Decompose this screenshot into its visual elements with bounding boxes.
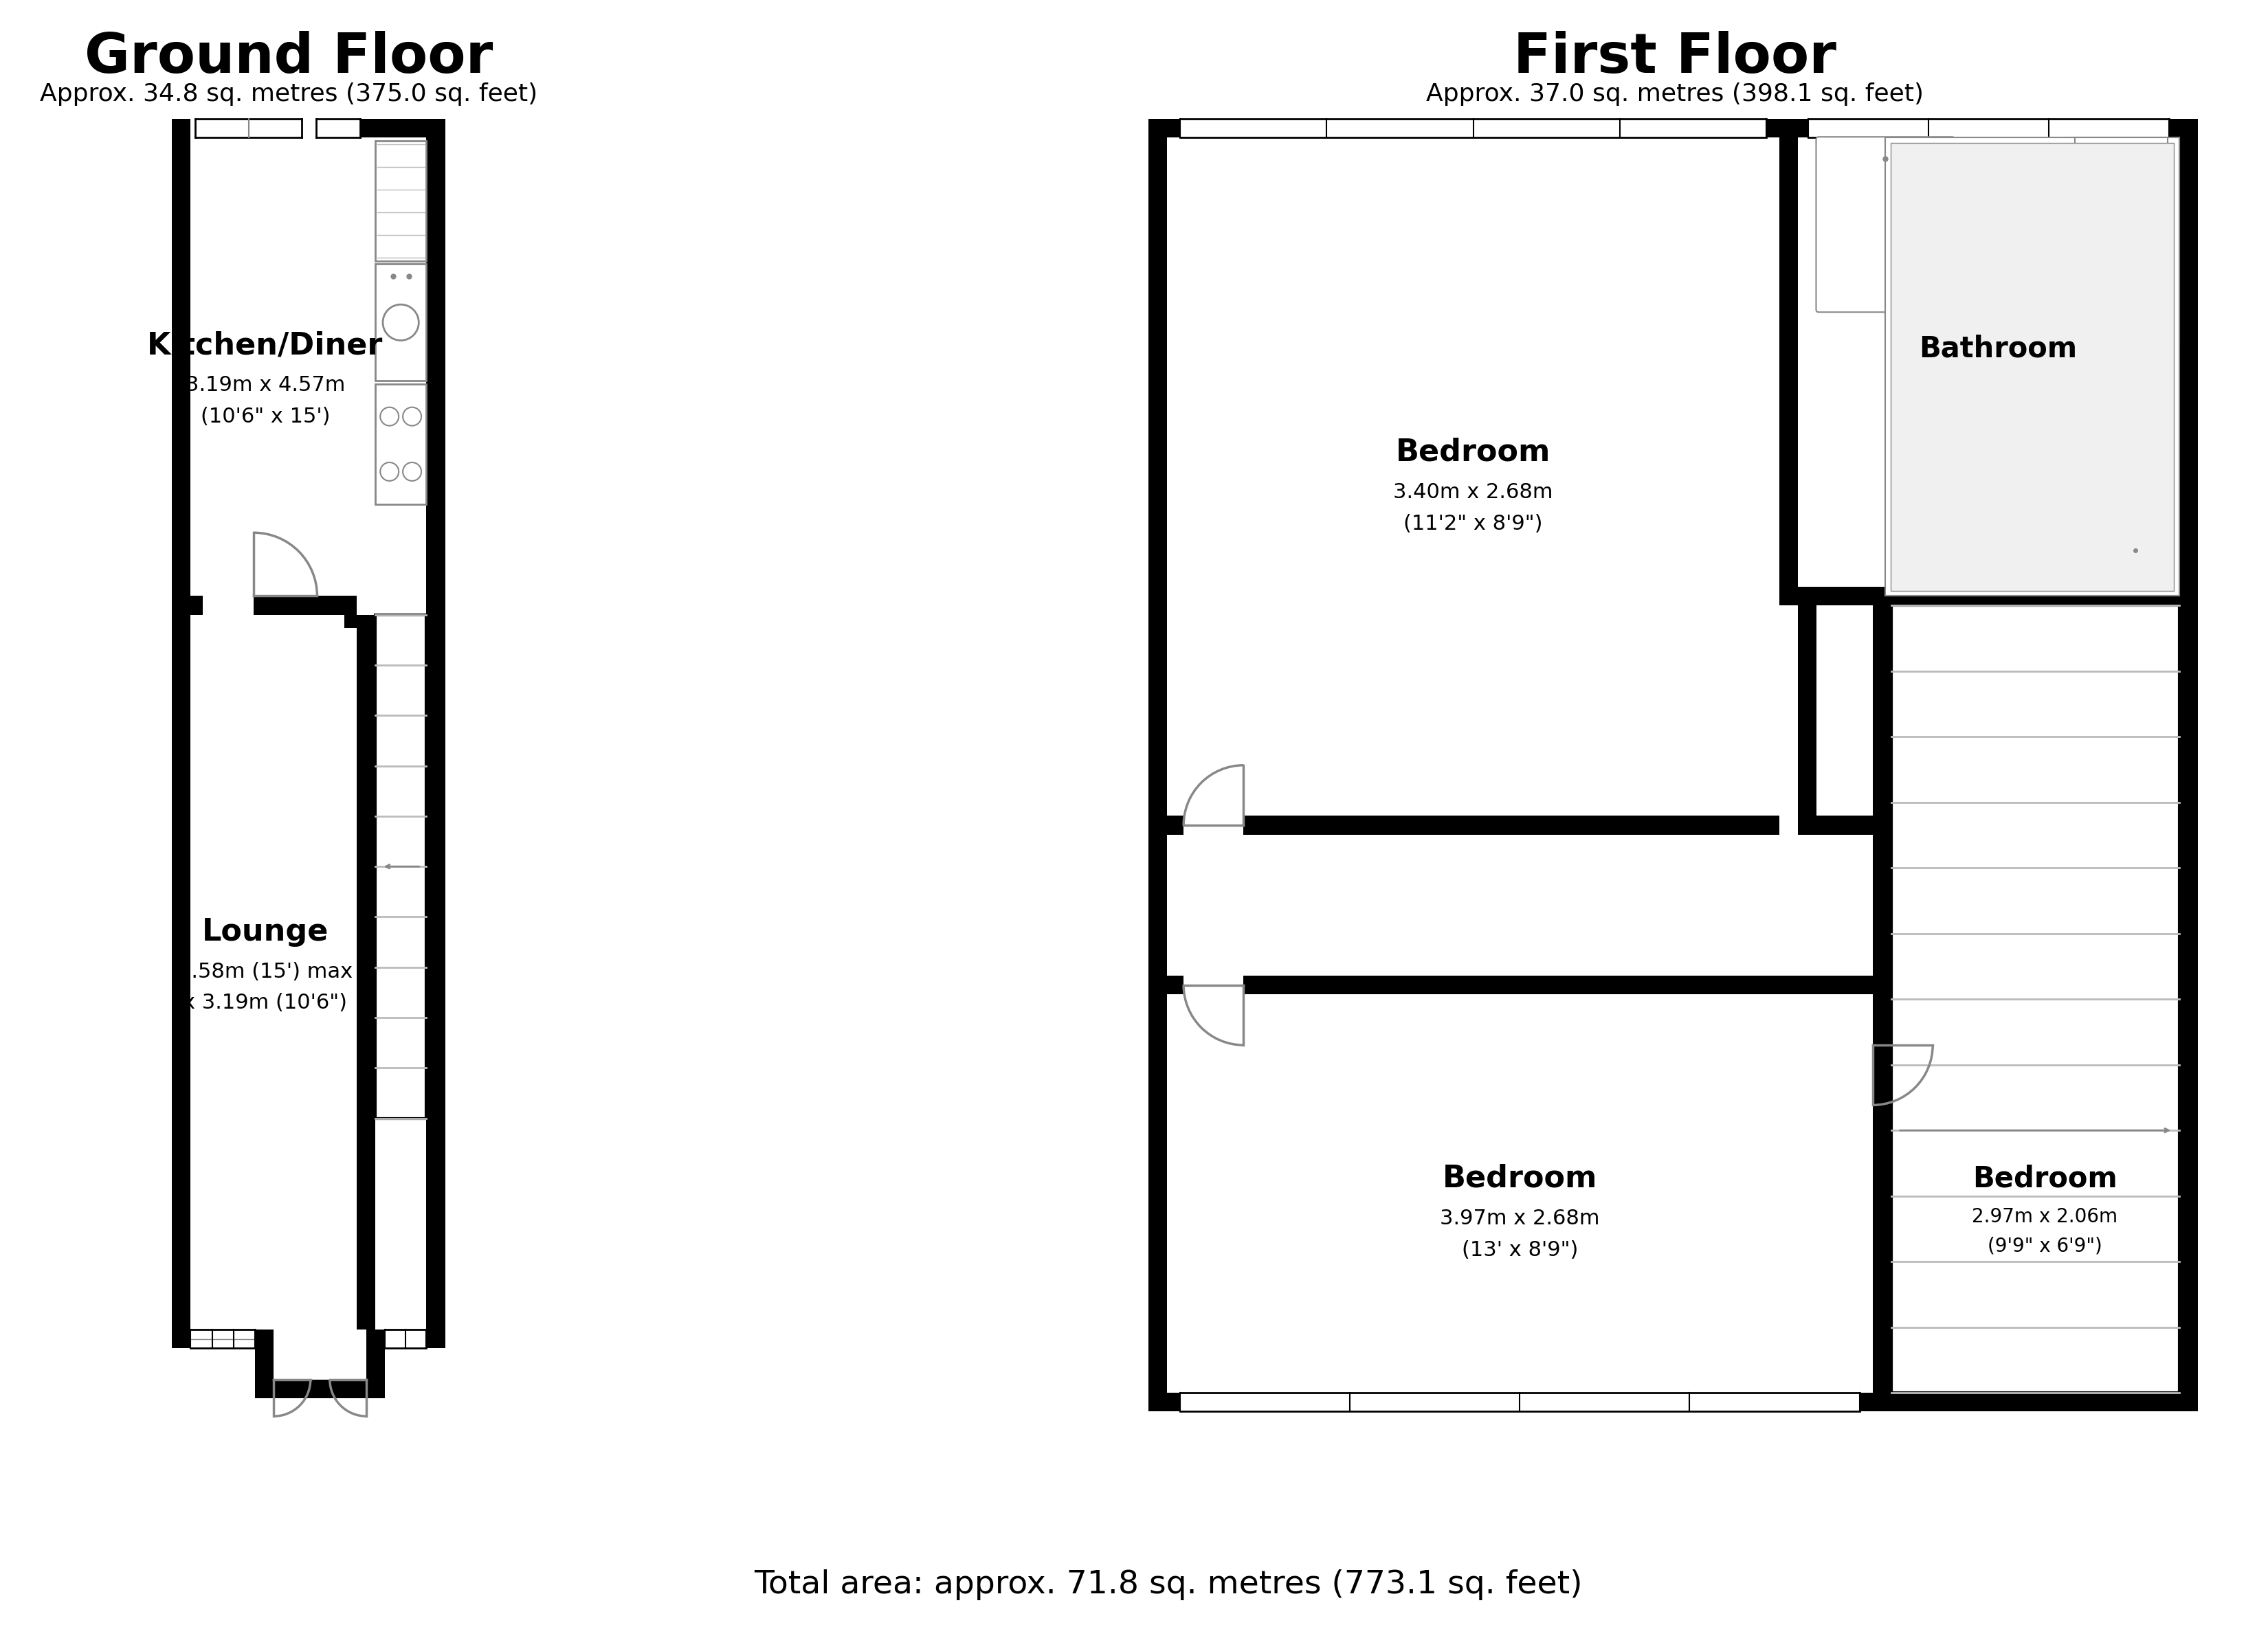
Bar <box>191 119 356 137</box>
Text: 4.58m (15') max: 4.58m (15') max <box>177 961 352 981</box>
Bar <box>1873 605 1892 1393</box>
Text: Approx. 37.0 sq. metres (398.1 sq. feet): Approx. 37.0 sq. metres (398.1 sq. feet) <box>1427 82 1923 106</box>
Bar <box>256 1329 274 1398</box>
Bar <box>1892 605 2180 1393</box>
Bar <box>195 119 302 137</box>
Text: Bedroom: Bedroom <box>1973 1164 2116 1192</box>
Bar <box>1179 119 1767 137</box>
Bar <box>345 595 356 628</box>
Bar <box>1892 605 2180 1393</box>
Text: Kitchen/Diner: Kitchen/Diner <box>147 331 383 359</box>
Text: (10'6" x 15'): (10'6" x 15') <box>200 407 329 427</box>
Bar <box>172 1329 445 1349</box>
Bar <box>256 1380 386 1398</box>
Text: Bedroom: Bedroom <box>1395 437 1551 467</box>
Text: 3.19m x 4.57m: 3.19m x 4.57m <box>186 376 345 396</box>
Bar <box>1873 1045 1892 1393</box>
Bar <box>318 119 361 137</box>
Bar <box>374 140 426 261</box>
Bar <box>191 1329 256 1349</box>
Bar <box>374 615 426 1118</box>
Ellipse shape <box>2080 204 2161 318</box>
Bar <box>374 384 426 505</box>
Text: Bathroom: Bathroom <box>1919 335 2077 363</box>
Bar <box>1808 119 2170 137</box>
Bar <box>254 595 356 615</box>
Bar <box>191 595 202 615</box>
Bar <box>1148 119 1168 1412</box>
Bar <box>2180 119 2198 1412</box>
Bar <box>356 615 374 1329</box>
Bar <box>374 140 426 261</box>
Text: 2.97m x 2.06m: 2.97m x 2.06m <box>1971 1207 2118 1227</box>
Bar <box>1168 816 1184 834</box>
Bar <box>2075 137 2168 162</box>
Bar <box>374 264 426 381</box>
Bar <box>274 1329 367 1349</box>
Bar <box>1799 816 1873 834</box>
Bar <box>1799 587 2180 605</box>
Bar <box>374 615 426 1118</box>
Text: First Floor: First Floor <box>1513 31 1837 84</box>
Text: (9'9" x 6'9"): (9'9" x 6'9") <box>1987 1237 2102 1257</box>
Bar <box>172 119 445 137</box>
FancyBboxPatch shape <box>1817 137 1955 312</box>
Text: 3.97m x 2.68m: 3.97m x 2.68m <box>1440 1209 1599 1229</box>
Bar <box>1179 1393 1860 1412</box>
Text: Total area: approx. 71.8 sq. metres (773.1 sq. feet): Total area: approx. 71.8 sq. metres (773… <box>753 1570 1583 1600</box>
Text: (11'2" x 8'9"): (11'2" x 8'9") <box>1404 514 1542 534</box>
Bar <box>1148 119 2198 137</box>
Bar <box>426 119 445 1349</box>
Bar <box>1243 816 1780 834</box>
Bar <box>2064 137 2180 343</box>
Bar <box>367 1329 386 1398</box>
Bar <box>1243 976 1873 994</box>
Bar <box>1780 137 1799 605</box>
Text: (13' x 8'9"): (13' x 8'9") <box>1461 1240 1579 1260</box>
Text: Lounge: Lounge <box>202 917 329 947</box>
Bar <box>1799 605 1817 824</box>
Bar <box>1168 976 1184 994</box>
Text: Ground Floor: Ground Floor <box>84 31 492 84</box>
Text: 3.40m x 2.68m: 3.40m x 2.68m <box>1393 482 1554 501</box>
Bar <box>1892 143 2175 590</box>
Text: Approx. 34.8 sq. metres (375.0 sq. feet): Approx. 34.8 sq. metres (375.0 sq. feet) <box>39 82 538 106</box>
Text: Bedroom: Bedroom <box>1442 1164 1597 1194</box>
Bar <box>386 1329 426 1349</box>
Bar <box>172 119 191 1349</box>
Bar <box>1148 1393 2198 1412</box>
Bar <box>1885 137 2180 595</box>
Text: x 3.19m (10'6"): x 3.19m (10'6") <box>184 993 347 1012</box>
